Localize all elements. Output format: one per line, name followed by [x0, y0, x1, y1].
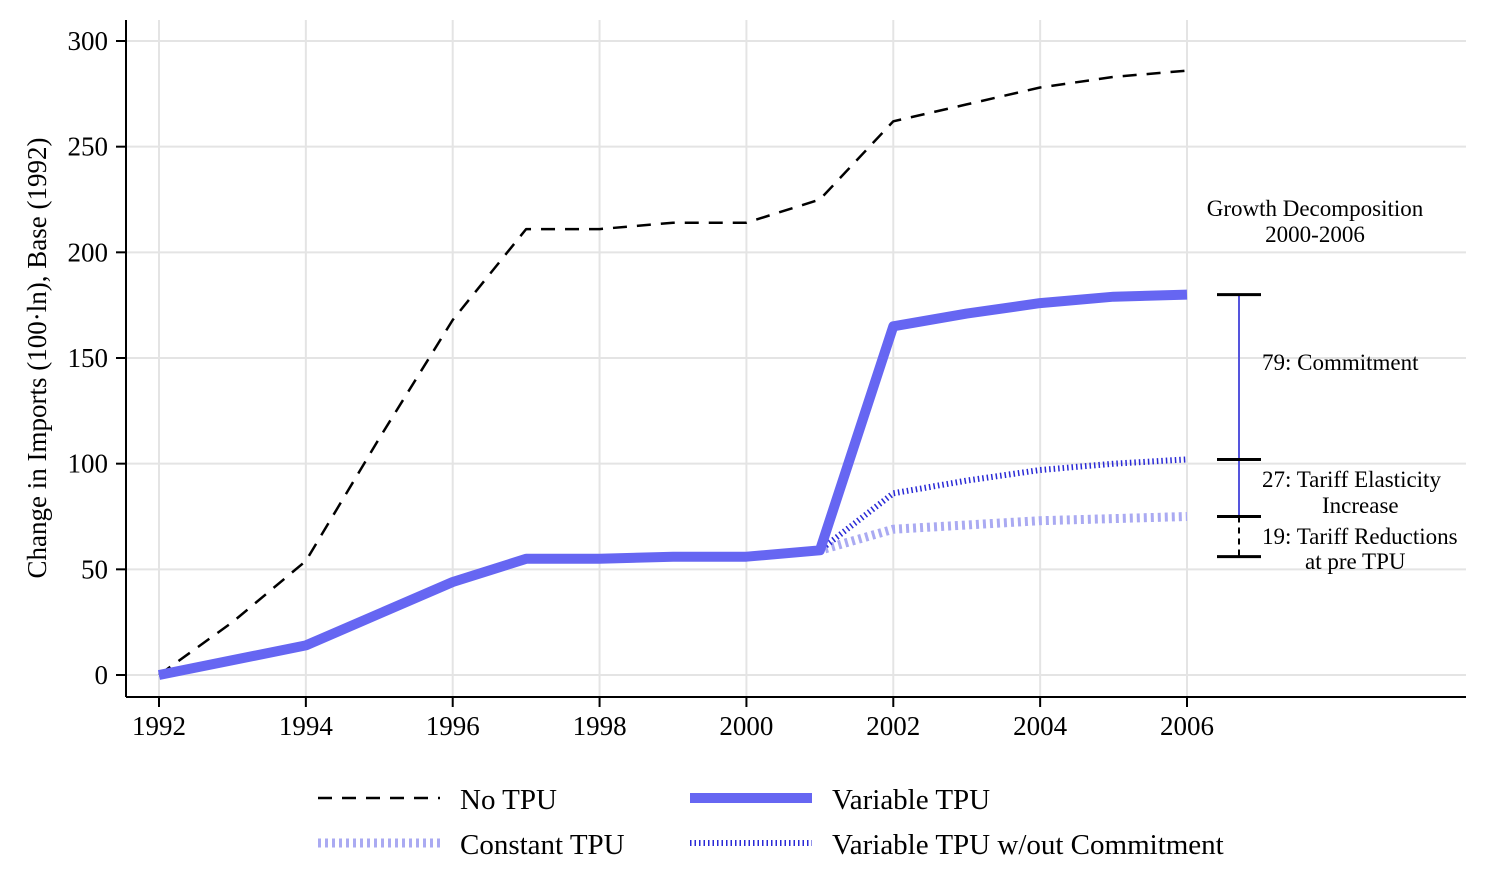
series-line-constant-tpu — [158, 512, 1188, 680]
x-tick-label: 2004 — [1013, 711, 1068, 741]
decomp-label-reductions-2: at pre TPU — [1305, 549, 1406, 574]
series-lines — [158, 69, 1188, 680]
y-tick-label: 300 — [68, 26, 109, 56]
y-tick-label: 250 — [68, 132, 109, 162]
y-tick-label: 50 — [81, 554, 108, 584]
decomp-label-reductions-1: 19: Tariff Reductions — [1262, 524, 1458, 549]
y-tick-label: 150 — [68, 343, 109, 373]
x-tick-label: 2006 — [1160, 711, 1214, 741]
y-tick-label: 0 — [95, 660, 109, 690]
y-tick-label: 200 — [68, 237, 109, 267]
legend-label-variable-tpu: Variable TPU — [832, 784, 990, 816]
gridlines — [126, 20, 1466, 697]
decomposition-title-line2: 2000-2006 — [1265, 222, 1365, 247]
series-line-variable-tpu — [158, 289, 1188, 680]
legend-label-constant-tpu: Constant TPU — [460, 829, 625, 861]
y-ticks: 0 50 100 150 200 250 300 — [68, 26, 126, 690]
x-ticks: 1992 1994 1996 1998 2000 2002 2004 2006 — [132, 697, 1214, 741]
growth-decomposition: Growth Decomposition 2000-2006 79: Commi… — [1207, 196, 1458, 574]
x-tick-label: 2002 — [866, 711, 920, 741]
decomp-label-elasticity-1: 27: Tariff Elasticity — [1262, 467, 1441, 492]
decomp-label-commitment: 79: Commitment — [1262, 350, 1419, 375]
x-tick-label: 1994 — [279, 711, 334, 741]
x-tick-label: 2000 — [719, 711, 773, 741]
x-tick-label: 1998 — [573, 711, 627, 741]
y-tick-label: 100 — [68, 449, 109, 479]
legend-label-no-tpu: No TPU — [460, 784, 557, 816]
series-line-no-tpu — [158, 69, 1188, 677]
x-tick-label: 1992 — [132, 711, 186, 741]
decomposition-title-line1: Growth Decomposition — [1207, 196, 1424, 221]
decomp-label-elasticity-2: Increase — [1322, 493, 1399, 518]
x-tick-label: 1996 — [426, 711, 480, 741]
decomposition-bars — [1217, 293, 1261, 559]
y-axis-label: Change in Imports (100·ln), Base (1992) — [22, 138, 52, 579]
legend: No TPU Variable TPU Constant TPU Variable T… — [318, 784, 1224, 861]
legend-label-variable-tpu-no-commit: Variable TPU w/out Commitment — [832, 829, 1224, 861]
